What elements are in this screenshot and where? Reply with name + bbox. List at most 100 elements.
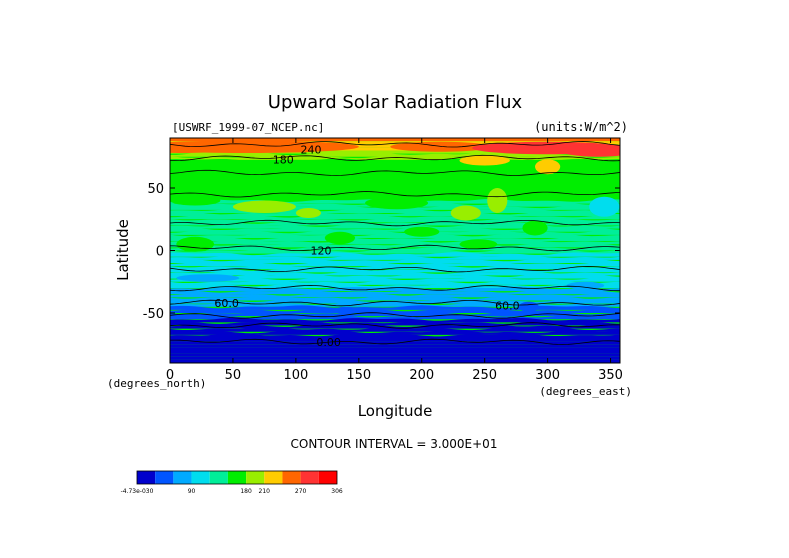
lat-band: [170, 341, 620, 345]
colorbar-swatch: [246, 471, 265, 484]
lat-band: [170, 180, 620, 185]
x-axis-label: Longitude: [358, 402, 433, 420]
contour-line: [170, 338, 620, 345]
contour-line: [170, 191, 620, 198]
x-tick-label: 150: [346, 368, 371, 383]
colorbar-tick-label: -4.73e-030: [121, 488, 154, 495]
x-tick-label: 100: [283, 368, 308, 383]
patch: [487, 188, 508, 213]
lat-band: [170, 302, 620, 307]
x-unit-label: (degrees_east): [539, 385, 632, 398]
lat-band: [170, 317, 620, 323]
contour-line: [170, 219, 620, 227]
lat-band: [170, 353, 620, 357]
lat-band: [170, 308, 620, 313]
lat-band: [170, 280, 620, 285]
lat-band: [170, 214, 620, 220]
lat-band: [170, 170, 620, 176]
lat-band: [170, 292, 620, 298]
chart-title: Upward Solar Radiation Flux: [268, 92, 523, 113]
lat-band: [170, 274, 620, 279]
colorbar-swatch: [300, 471, 319, 484]
colorbar-tick-label: 90: [188, 488, 196, 495]
colorbar: -4.73e-030 90 180 210 270 306: [121, 470, 343, 495]
patch: [560, 144, 620, 157]
lat-band: [170, 333, 620, 338]
lat-band: [170, 167, 620, 173]
contour-line: [170, 169, 620, 176]
x-tick-label: 200: [409, 368, 434, 383]
contour-line: [170, 284, 620, 292]
contour-labels: 240 180 120 60.0 60.0 0.00: [214, 143, 519, 349]
colorbar-tick-label: 306: [331, 488, 343, 495]
lat-band: [170, 258, 620, 263]
contour-line: [170, 141, 620, 148]
lat-band: [170, 224, 620, 229]
colorbar-swatch: [227, 471, 247, 484]
contour-line: [170, 299, 620, 307]
colorbar-tick-label: 270: [295, 488, 307, 495]
lat-band: [170, 249, 620, 254]
contour-label: 60.0: [214, 297, 239, 310]
patch: [535, 159, 561, 175]
contour-line: [170, 312, 620, 319]
contour-interval-label: CONTOUR INTERVAL = 3.000E+01: [291, 437, 498, 451]
x-tick-label: 250: [472, 368, 497, 383]
lat-band: [170, 164, 620, 170]
lat-band: [170, 242, 620, 248]
patch: [176, 236, 215, 252]
colorbar-swatch: [209, 471, 228, 484]
patch: [176, 274, 240, 282]
lat-band: [170, 183, 620, 188]
x-tick-label: 0: [166, 368, 174, 383]
patch: [459, 239, 498, 250]
lat-band: [170, 177, 620, 182]
patch: [170, 140, 359, 153]
lat-band: [170, 233, 620, 238]
colorbar-swatch: [282, 471, 301, 484]
lat-band: [170, 286, 620, 292]
lat-band: [170, 324, 620, 329]
lat-band: [170, 289, 620, 295]
patch: [333, 306, 359, 315]
lat-band: [170, 211, 620, 217]
y-axis-ticks: 50 0 -50: [143, 182, 620, 322]
lat-band: [170, 264, 620, 270]
x-tick-label: 50: [225, 368, 242, 383]
patch: [404, 226, 440, 237]
contour-label: 240: [300, 143, 321, 156]
colorbar-swatch: [173, 471, 192, 484]
patch: [295, 208, 322, 218]
lat-band: [170, 320, 620, 326]
lat-band: [170, 350, 620, 354]
lat-band: [170, 195, 620, 201]
y-unit-label: (degrees_north): [107, 377, 206, 390]
x-tick-label: 350: [598, 368, 623, 383]
units-label: (units:W/m^2): [534, 120, 628, 134]
colorbar-swatch: [137, 471, 156, 484]
contour-lines: [170, 141, 620, 345]
contour-line: [170, 266, 620, 273]
lat-band: [170, 174, 620, 179]
patch: [589, 196, 620, 217]
y-tick-label: -50: [143, 307, 164, 322]
lat-band: [170, 252, 620, 257]
lat-band: [170, 161, 620, 167]
lat-band: [170, 327, 620, 332]
lat-band: [170, 138, 620, 142]
plot-area: [170, 138, 620, 363]
lat-band: [170, 295, 620, 301]
patch: [522, 220, 548, 236]
contour-label: 180: [273, 153, 294, 166]
patch: [518, 301, 539, 312]
lat-band: [170, 347, 620, 351]
contour-line: [170, 322, 620, 329]
lat-band: [170, 220, 620, 226]
source-label: [USWRF_1999-07_NCEP.nc]: [172, 121, 324, 134]
lat-band: [170, 277, 620, 282]
contour-label: 0.00: [316, 336, 341, 349]
patch: [324, 231, 356, 245]
colorbar-swatch: [318, 471, 337, 484]
lat-band: [170, 330, 620, 335]
